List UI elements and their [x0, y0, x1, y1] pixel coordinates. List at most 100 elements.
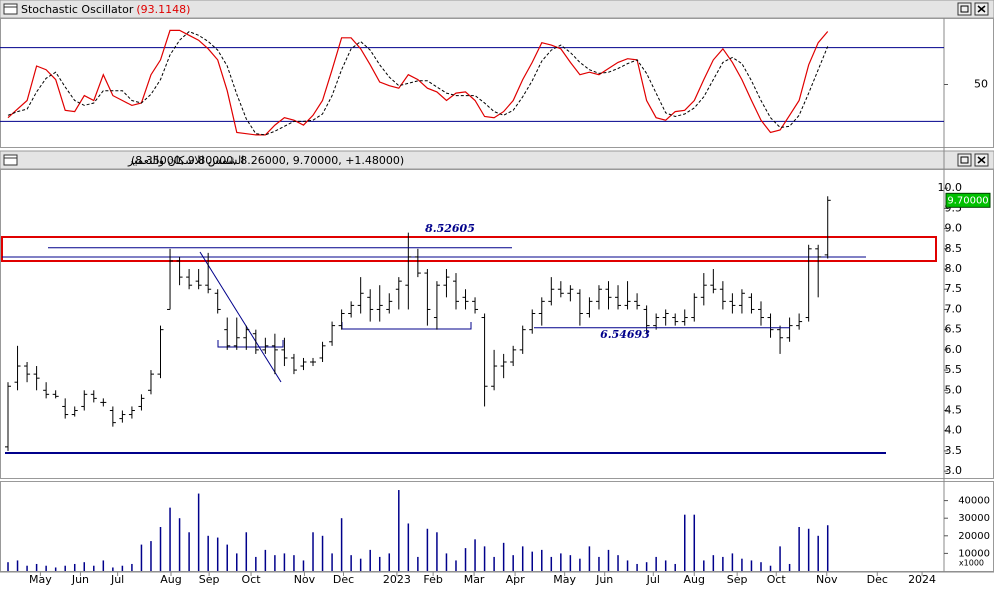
x-tick-label: Apr	[506, 573, 526, 586]
volume-bar	[7, 562, 9, 571]
volume-bar	[417, 556, 419, 571]
volume-bar	[722, 556, 724, 571]
x-tick-label: Dec	[867, 573, 888, 586]
volume-bar	[817, 535, 819, 571]
y-tick-label: 5.5	[945, 363, 963, 376]
annotation-label: 6.54693	[600, 328, 650, 341]
volume-bar	[531, 551, 533, 571]
y-tick-label: 30000	[958, 513, 990, 524]
volume-bar	[350, 555, 352, 571]
volume-bar	[340, 518, 343, 571]
maximize-button[interactable]	[957, 2, 972, 16]
x-tick-label: Sep	[727, 573, 748, 586]
volume-bar	[483, 546, 486, 571]
x-tick-label: Jul	[646, 573, 660, 586]
stochastic-line	[7, 29, 829, 136]
close-button[interactable]	[974, 153, 989, 167]
volume-bar	[197, 493, 200, 571]
annotation-label: 8.52605	[425, 222, 475, 235]
volume-bar	[407, 523, 410, 571]
y-tick-label: 50	[974, 78, 988, 91]
symbol-name: الشمس للاسكان والتعمير	[127, 154, 244, 167]
x-tick-label: Nov	[816, 573, 838, 586]
volume-bar	[359, 558, 362, 571]
y-tick-label: 8.0	[945, 262, 963, 275]
last-price-box	[945, 192, 991, 208]
trend-line	[199, 251, 282, 383]
volume-bar	[807, 528, 810, 571]
volume-bar	[321, 535, 324, 571]
volume-bar	[760, 562, 762, 571]
highlight-zone	[1, 236, 937, 262]
volume-bar	[54, 567, 57, 571]
volume-bar	[188, 532, 190, 571]
volume-bar	[617, 555, 619, 571]
x-tick-label: Nov	[294, 573, 316, 586]
y-tick-label: 8.5	[945, 242, 963, 255]
volume-bar	[226, 544, 228, 571]
volume-bar	[703, 560, 705, 571]
volume-bar	[236, 553, 238, 571]
volume-bar	[121, 565, 124, 571]
volume-bar	[302, 560, 305, 571]
volume-bar	[769, 565, 772, 571]
volume-bar	[45, 565, 47, 571]
close-button[interactable]	[974, 2, 989, 16]
volume-bar	[741, 558, 743, 571]
volume-bar	[626, 560, 629, 571]
panel-icon	[3, 154, 18, 166]
volume-bar	[112, 567, 114, 571]
volume-bar	[455, 560, 457, 571]
y-tick-label: 7.0	[945, 302, 963, 315]
x-tick-label: 2023	[383, 573, 411, 586]
volume-bar	[664, 560, 667, 571]
volume-bar	[474, 539, 476, 571]
panel-icon	[3, 3, 18, 15]
maximize-button[interactable]	[957, 153, 972, 167]
volume-bar	[255, 556, 257, 571]
range-box	[217, 340, 284, 348]
volume-bar	[264, 549, 267, 571]
y-tick-label: 4.5	[945, 403, 963, 416]
panel-frame	[0, 481, 994, 572]
volume-bar	[579, 558, 581, 571]
y-tick-label: 3.0	[945, 464, 963, 477]
x-tick-label: Mar	[464, 573, 485, 586]
volume-bar	[569, 555, 572, 571]
volume-bar	[788, 563, 791, 571]
y-tick-label: 40000	[958, 496, 990, 507]
x-tick-label: Feb	[423, 573, 442, 586]
volume-bar	[693, 514, 696, 571]
volume-bar	[779, 546, 781, 571]
volume-bar	[426, 528, 429, 571]
volume-bar	[398, 490, 400, 571]
volume-bar	[73, 563, 76, 571]
x-tick-label: Jul	[110, 573, 124, 586]
y-tick-label: 10000	[958, 548, 990, 559]
volume-bar	[560, 553, 562, 571]
volume-bar	[550, 556, 553, 571]
volume-bar	[178, 518, 181, 571]
volume-bar	[102, 560, 105, 571]
y-tick-label: 6.5	[945, 323, 963, 336]
volume-bar	[826, 525, 829, 571]
volume-bar	[245, 532, 248, 571]
panel-frame	[0, 169, 994, 479]
volume-bar	[541, 549, 543, 571]
y-tick-label: 7.5	[945, 282, 963, 295]
unit-label: x1000	[959, 559, 984, 568]
volume-bar	[26, 565, 28, 571]
volume-bar	[16, 560, 19, 571]
volume-bar	[64, 565, 66, 571]
volume-bar	[293, 555, 295, 571]
volume-bar	[207, 535, 209, 571]
volume-bar	[750, 560, 753, 571]
volume-bar	[150, 541, 152, 571]
volume-bar	[464, 548, 467, 571]
volume-bar	[159, 527, 162, 571]
x-tick-label: 2024	[908, 573, 936, 586]
y-tick-label: 6.0	[945, 343, 963, 356]
panel-frame	[0, 18, 994, 148]
volume-bar	[140, 544, 143, 571]
